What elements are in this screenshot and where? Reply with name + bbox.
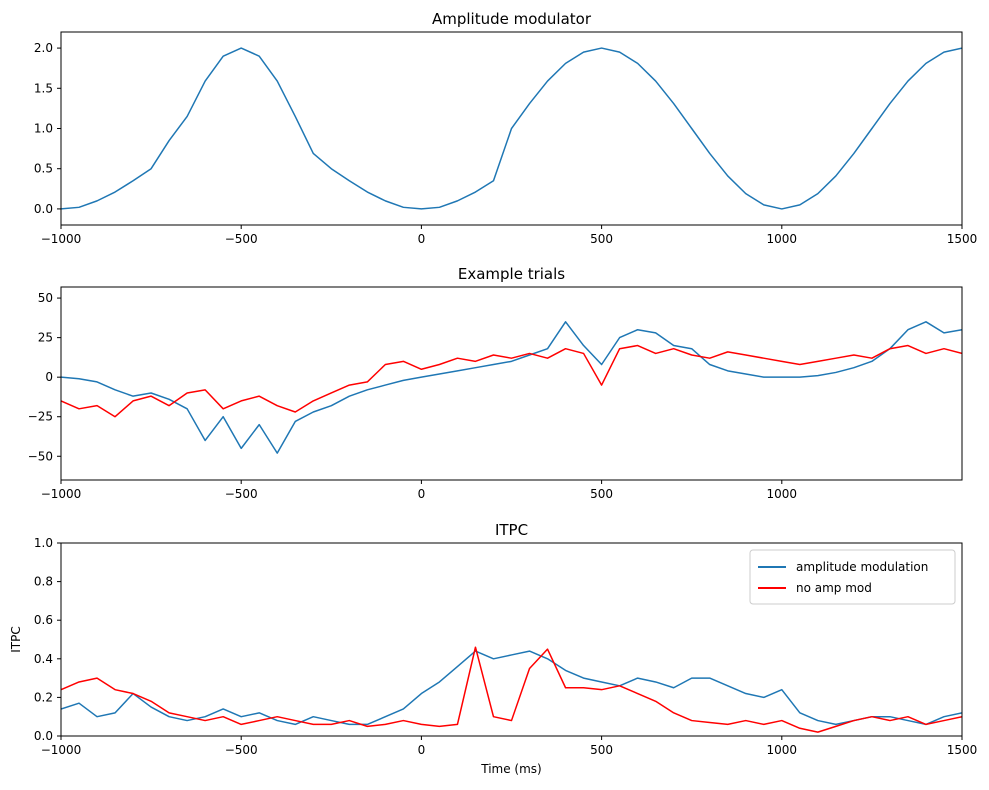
x-tick-label: 1500: [947, 232, 978, 246]
series-line-2: [61, 344, 962, 418]
x-tick-label: 1000: [767, 232, 798, 246]
x-tick-label: −1000: [41, 232, 82, 246]
x-tick-label: −1000: [41, 743, 82, 757]
x-axis-label: Time (ms): [480, 762, 542, 776]
x-tick-label: −500: [225, 487, 258, 501]
legend-label: amplitude modulation: [796, 560, 928, 574]
y-tick-label: 25: [38, 331, 53, 345]
subplot-2: −1000 −500 0 500 1000 −50 −25 0 25 50 Example tria…: [28, 265, 963, 501]
x-tick-label: 1000: [767, 487, 798, 501]
y-tick-label: 50: [38, 291, 53, 305]
subplot-1: −1000 −500 0 500 1000 1500 0.0 0.5 1.0 1.5 2.0 Ampl…: [34, 10, 977, 246]
y-tick-label: 0.0: [34, 202, 53, 216]
x-tick-label: 0: [418, 487, 426, 501]
series-line-1: [61, 650, 962, 726]
y-tick-label: 0.5: [34, 162, 53, 176]
y-tick-label: 0.6: [34, 613, 53, 627]
y-tick-label: 0.2: [34, 690, 53, 704]
chart-title: ITPC: [495, 521, 528, 539]
y-tick-label: 1.0: [34, 122, 53, 136]
x-tick-label: −500: [225, 232, 258, 246]
y-tick-label: −25: [28, 410, 53, 424]
y-tick-label: 0.4: [34, 652, 53, 666]
x-tick-label: 0: [418, 743, 426, 757]
x-tick-label: −500: [225, 743, 258, 757]
y-tick-label: 1.5: [34, 81, 53, 95]
x-tick-label: 1500: [947, 743, 978, 757]
x-tick-label: 500: [590, 487, 613, 501]
axes-frame: [60, 542, 963, 737]
subplot-3: −1000 −500 0 500 1000 1500 0.0 0.2 0.4 0.6 0.8 1.0 I…: [9, 521, 977, 776]
legend-label: no amp mod: [796, 581, 872, 595]
y-tick-label: 1.0: [34, 536, 53, 550]
x-tick-label: 1000: [767, 743, 798, 757]
axes-frame: [60, 286, 963, 481]
series-line-1: [61, 47, 962, 210]
x-tick-label: −1000: [41, 487, 82, 501]
y-tick-label: −50: [28, 449, 53, 463]
chart-title: Example trials: [458, 265, 565, 283]
y-axis-label: ITPC: [9, 626, 23, 652]
y-tick-label: 2.0: [34, 41, 53, 55]
y-tick-label: 0.0: [34, 729, 53, 743]
y-tick-label: 0: [45, 370, 53, 384]
x-tick-label: 500: [590, 743, 613, 757]
chart-title: Amplitude modulator: [432, 10, 592, 28]
y-tick-label: 0.8: [34, 575, 53, 589]
legend-box: [749, 549, 956, 605]
x-tick-label: 0: [418, 232, 426, 246]
series-line-2: [61, 646, 962, 733]
legend: amplitude modulation no amp mod: [749, 549, 956, 605]
x-tick-label: 500: [590, 232, 613, 246]
series-line-1: [61, 321, 962, 454]
